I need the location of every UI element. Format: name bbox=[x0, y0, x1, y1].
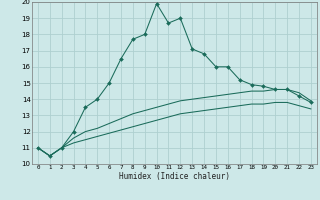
X-axis label: Humidex (Indice chaleur): Humidex (Indice chaleur) bbox=[119, 172, 230, 181]
